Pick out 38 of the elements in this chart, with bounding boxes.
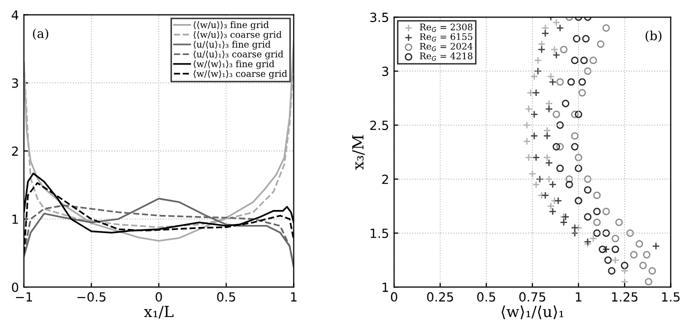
legend-label: ⟨⟨w/u⟩⟩₃ coarse grid	[194, 30, 282, 40]
x-tick-label: 1	[291, 292, 297, 302]
legend-label: ⟨⟨w/u⟩⟩₃ fine grid	[194, 21, 269, 30]
x-tick-label: 0	[156, 292, 162, 302]
y-tick-label: 2.5	[370, 120, 388, 130]
y-tick-label: 1	[12, 214, 18, 224]
y-tick-label: 1.5	[370, 228, 388, 238]
legend-label: Re$_{G}$ = 6155	[420, 33, 472, 42]
y-tick-label: 3	[382, 66, 388, 76]
x-tick-label: 0	[390, 292, 398, 302]
x-tick-label: −1	[16, 292, 32, 302]
x-tick-label: 1.5	[662, 292, 680, 302]
legend-label: ⟨w/⟨w⟩₁⟩₃ coarse grid	[194, 70, 288, 79]
legend-label: Re$_{G}$ = 2024	[420, 42, 473, 52]
legend-label: Re$_{G}$ = 4218	[420, 52, 472, 61]
y-axis-title: x₃/M	[352, 135, 365, 170]
x-tick-label: 1.25	[612, 292, 638, 302]
y-tick-label: 2	[12, 146, 18, 156]
legend-label: Re$_{G}$ = 2308	[420, 24, 472, 32]
x-tick-label: −0.5	[78, 292, 106, 302]
y-tick-label: 1	[382, 282, 388, 292]
legend-label: ⟨u/⟨u⟩₁⟩₃ coarse grid	[194, 50, 284, 60]
legend-label: ⟨w/⟨w⟩₁⟩₃ fine grid	[194, 60, 274, 70]
x-tick-label: 1	[576, 292, 582, 302]
legend-label: ⟨u/⟨u⟩₁⟩₃ fine grid	[194, 40, 270, 50]
annotation: (b)	[646, 30, 662, 42]
x-tick-label: 0.5	[477, 292, 496, 302]
y-tick-label: 4	[12, 10, 18, 20]
x-tick-label: 0.5	[217, 292, 236, 302]
y-tick-label: 3.5	[370, 12, 388, 22]
x-tick-label: 0.25	[427, 292, 454, 302]
y-tick-label: 2	[382, 174, 388, 184]
y-tick-label: 0	[12, 282, 18, 292]
x-tick-label: 0.75	[519, 292, 546, 302]
annotation: (a)	[32, 28, 48, 40]
x-axis-title: x₁/L	[144, 306, 174, 318]
y-tick-label: 3	[12, 78, 18, 88]
x-axis-title: ⟨w⟩₁/⟨u⟩₁	[502, 305, 564, 320]
